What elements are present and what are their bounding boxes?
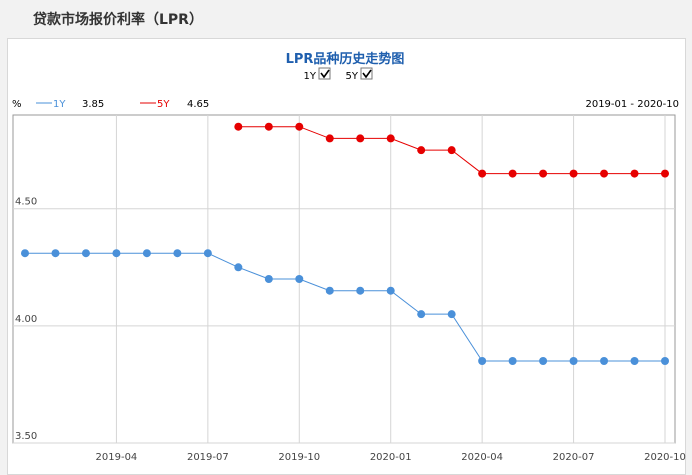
- data-point-5y[interactable]: [569, 169, 578, 178]
- data-point-1y[interactable]: [356, 286, 365, 295]
- y-tick-label: 4.00: [15, 314, 37, 325]
- legend-value-1y: 3.85: [82, 99, 104, 110]
- data-point-1y[interactable]: [508, 357, 517, 365]
- data-point-1y[interactable]: [21, 249, 29, 258]
- plot-area: [12, 114, 676, 444]
- data-point-1y[interactable]: [81, 249, 90, 258]
- data-point-1y[interactable]: [325, 286, 334, 295]
- data-point-5y[interactable]: [325, 134, 334, 143]
- checkbox-1y[interactable]: [318, 67, 331, 80]
- data-point-1y[interactable]: [264, 275, 273, 283]
- chart-panel: [7, 38, 686, 475]
- data-point-1y[interactable]: [386, 286, 395, 295]
- x-tick-label: 2019-10: [278, 452, 320, 463]
- checkbox-5y[interactable]: [360, 67, 373, 80]
- data-point-5y[interactable]: [600, 169, 609, 178]
- x-tick-label: 2019-04: [96, 452, 138, 463]
- data-point-5y[interactable]: [264, 122, 273, 131]
- data-point-1y[interactable]: [142, 249, 151, 258]
- legend-name-1y: 1Y: [53, 99, 66, 110]
- data-point-5y[interactable]: [539, 169, 548, 178]
- series-line-1y: [25, 252, 665, 362]
- data-point-1y[interactable]: [600, 357, 609, 365]
- data-point-1y[interactable]: [234, 263, 243, 272]
- data-point-1y[interactable]: [661, 357, 669, 365]
- x-tick-label: 2020-01: [370, 452, 412, 463]
- data-point-1y[interactable]: [51, 249, 60, 258]
- data-point-1y[interactable]: [630, 357, 639, 365]
- data-point-5y[interactable]: [447, 146, 456, 155]
- date-range-label: 2019-01 - 2020-10: [585, 99, 679, 110]
- data-point-1y[interactable]: [569, 357, 578, 365]
- y-tick-label: 3.50: [15, 431, 37, 442]
- chart-title: LPR品种历史走势图: [286, 51, 405, 67]
- x-tick-label: 2020-04: [461, 452, 503, 463]
- data-point-1y[interactable]: [295, 275, 304, 283]
- data-point-5y[interactable]: [478, 169, 487, 178]
- data-point-1y[interactable]: [539, 357, 548, 365]
- legend-value-5y: 4.65: [187, 99, 209, 110]
- x-tick-label: 2019-07: [187, 452, 229, 463]
- data-point-5y[interactable]: [661, 169, 669, 178]
- data-point-5y[interactable]: [295, 122, 304, 131]
- data-point-1y[interactable]: [173, 249, 182, 258]
- data-point-1y[interactable]: [417, 310, 426, 319]
- data-point-5y[interactable]: [386, 134, 395, 143]
- data-point-5y[interactable]: [508, 169, 517, 178]
- data-point-5y[interactable]: [234, 122, 243, 131]
- y-unit-label: %: [12, 99, 22, 110]
- data-point-5y[interactable]: [417, 146, 426, 155]
- page-title: 贷款市场报价利率（LPR）: [33, 12, 203, 28]
- checkbox-label-1y: 1Y: [304, 71, 317, 82]
- data-point-1y[interactable]: [112, 249, 121, 258]
- y-tick-label: 4.50: [15, 197, 37, 208]
- data-point-1y[interactable]: [478, 357, 487, 365]
- x-tick-label: 2020-10: [644, 452, 686, 463]
- data-point-1y[interactable]: [447, 310, 456, 319]
- data-point-5y[interactable]: [356, 134, 365, 143]
- checkbox-label-5y: 5Y: [346, 71, 359, 82]
- legend-name-5y: 5Y: [157, 99, 170, 110]
- data-point-1y[interactable]: [203, 249, 212, 258]
- x-tick-label: 2020-07: [553, 452, 595, 463]
- data-point-5y[interactable]: [630, 169, 639, 178]
